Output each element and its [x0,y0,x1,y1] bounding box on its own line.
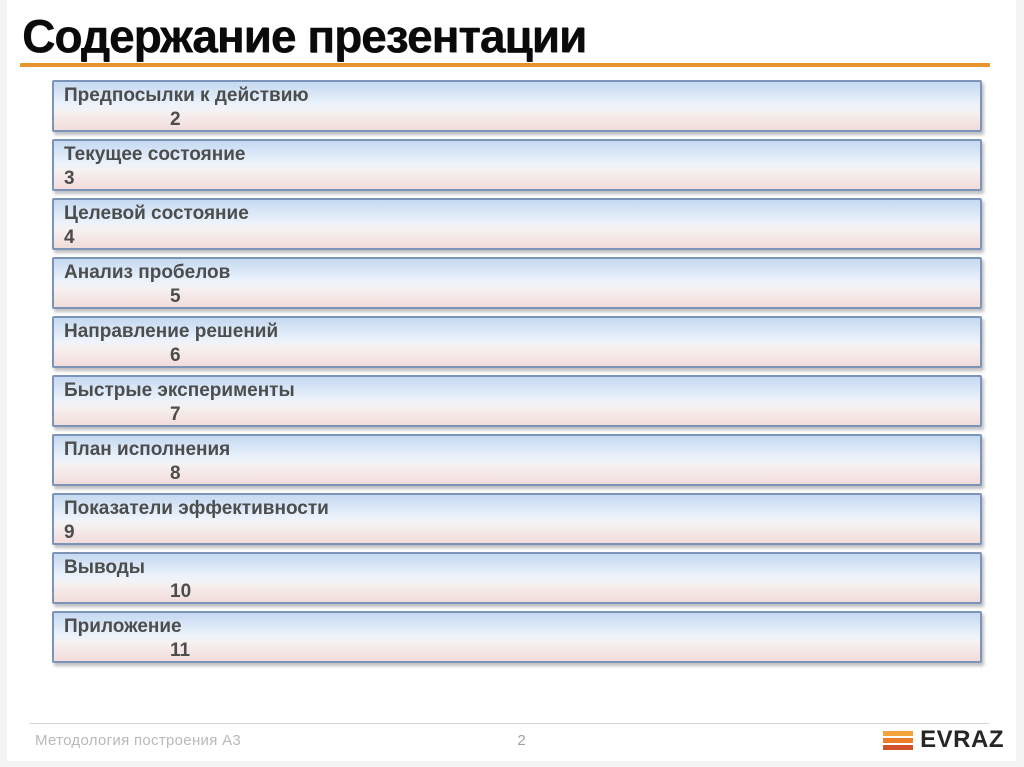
evraz-logo: EVRAZ [883,728,1004,752]
toc-item-label: План исполнения [64,439,231,461]
evraz-logo-icon [883,730,914,750]
toc-item-page-number: 2 [170,109,181,131]
toc-item: Выводы 10 [52,552,982,605]
toc-item: План исполнения 8 [52,434,982,487]
toc-list: Предпосылки к действию 2 Текущее состоян… [52,80,982,664]
toc-item-page-number: 8 [170,463,181,485]
evraz-logo-text: EVRAZ [920,726,1004,753]
toc-item-label: Анализ пробелов [64,262,231,284]
slide-title: Содержание презентации [22,10,587,62]
presentation-slide: Содержание презентации Предпосылки к дей… [7,0,1016,761]
toc-item: Направление решений 6 [52,316,982,369]
slide-page-number: 2 [517,731,526,749]
toc-item-page-number: 4 [64,227,75,249]
toc-item: Текущее состояние 3 [52,139,982,192]
toc-item-label: Быстрые эксперименты [64,380,295,402]
toc-item-page-number: 10 [170,581,192,603]
toc-item: Быстрые эксперименты 7 [52,375,982,428]
title-underline [20,63,990,68]
footer-divider [30,723,989,724]
toc-item-label: Выводы [64,557,146,579]
toc-item-label: Приложение [64,616,182,638]
toc-item-page-number: 6 [170,345,181,367]
toc-item-page-number: 7 [170,404,181,426]
toc-item: Анализ пробелов 5 [52,257,982,310]
toc-item-label: Предпосылки к действию [64,85,309,107]
toc-item-page-number: 9 [64,522,75,544]
toc-item-label: Показатели эффективности [64,498,329,520]
footer-subtitle: Методология построения А3 [35,731,242,749]
toc-item: Целевой состояние 4 [52,198,982,251]
toc-item: Приложение 11 [52,611,982,664]
toc-item-page-number: 11 [170,640,191,662]
toc-item-label: Целевой состояние [64,203,249,225]
toc-item-page-number: 5 [170,286,181,308]
footer: Методология построения А3 2 EVRAZ [35,725,1008,755]
toc-item-label: Текущее состояние [64,144,246,166]
toc-item-label: Направление решений [64,321,279,343]
toc-item: Предпосылки к действию 2 [52,80,982,133]
toc-item-page-number: 3 [64,168,75,190]
toc-item: Показатели эффективности 9 [52,493,982,546]
